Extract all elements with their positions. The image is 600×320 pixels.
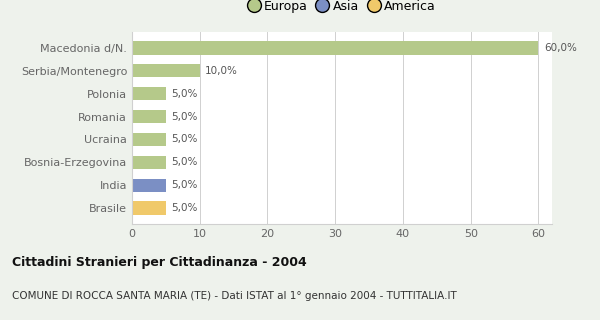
Bar [132,87,166,100]
Text: 10,0%: 10,0% [205,66,238,76]
Text: COMUNE DI ROCCA SANTA MARIA (TE) - Dati ISTAT al 1° gennaio 2004 - TUTTITALIA.IT: COMUNE DI ROCCA SANTA MARIA (TE) - Dati … [12,291,457,301]
Bar [132,64,200,77]
Bar [132,132,166,146]
Bar [132,156,166,169]
Text: 5,0%: 5,0% [171,134,197,145]
Text: 5,0%: 5,0% [171,157,197,167]
Bar [132,202,166,215]
Text: 5,0%: 5,0% [171,111,197,122]
Bar [132,179,166,192]
Bar [132,41,538,54]
Text: 5,0%: 5,0% [171,204,197,213]
Bar [132,110,166,124]
Legend: Europa, Asia, America: Europa, Asia, America [245,0,439,17]
Text: 60,0%: 60,0% [544,43,577,52]
Text: Cittadini Stranieri per Cittadinanza - 2004: Cittadini Stranieri per Cittadinanza - 2… [12,256,307,269]
Text: 5,0%: 5,0% [171,180,197,190]
Text: 5,0%: 5,0% [171,89,197,99]
